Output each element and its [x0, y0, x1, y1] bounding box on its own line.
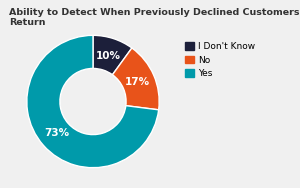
Text: 10%: 10%: [95, 51, 120, 61]
Wedge shape: [112, 48, 159, 110]
Wedge shape: [93, 35, 132, 75]
Text: 73%: 73%: [44, 128, 69, 139]
Text: Ability to Detect When Previously Declined Customers Return: Ability to Detect When Previously Declin…: [9, 8, 299, 27]
Text: 17%: 17%: [125, 77, 150, 87]
Wedge shape: [27, 35, 159, 168]
Legend: I Don't Know, No, Yes: I Don't Know, No, Yes: [184, 42, 255, 78]
